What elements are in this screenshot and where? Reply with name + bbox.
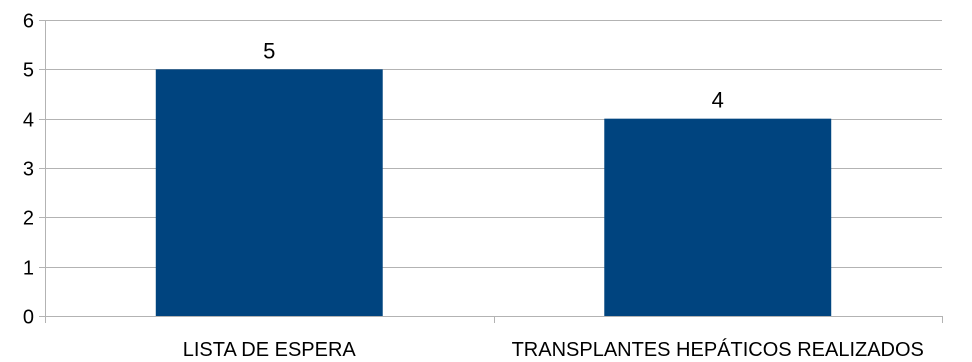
category-label: LISTA DE ESPERA <box>183 339 357 361</box>
data-labels: 54 <box>263 38 724 112</box>
category-label: TRANSPLANTES HEPÁTICOS REALIZADOS <box>512 338 924 361</box>
bars <box>155 69 832 317</box>
bar <box>604 118 832 317</box>
y-tick-label: 3 <box>23 159 34 181</box>
y-tick-label: 4 <box>23 110 34 132</box>
data-label: 4 <box>712 88 724 113</box>
y-tick-label: 6 <box>23 11 34 33</box>
axes <box>39 20 943 323</box>
category-labels: LISTA DE ESPERA TRANSPLANTES HEPÁTICOS RE… <box>183 338 924 361</box>
y-tick-label: 5 <box>23 60 34 82</box>
data-label: 5 <box>263 38 275 63</box>
y-tick-label: 1 <box>23 258 34 280</box>
y-tick-label: 0 <box>23 307 34 329</box>
y-tick-label: 2 <box>23 208 34 230</box>
bar <box>155 69 383 316</box>
y-tick-labels: 0 1 2 3 4 5 6 <box>23 11 34 329</box>
